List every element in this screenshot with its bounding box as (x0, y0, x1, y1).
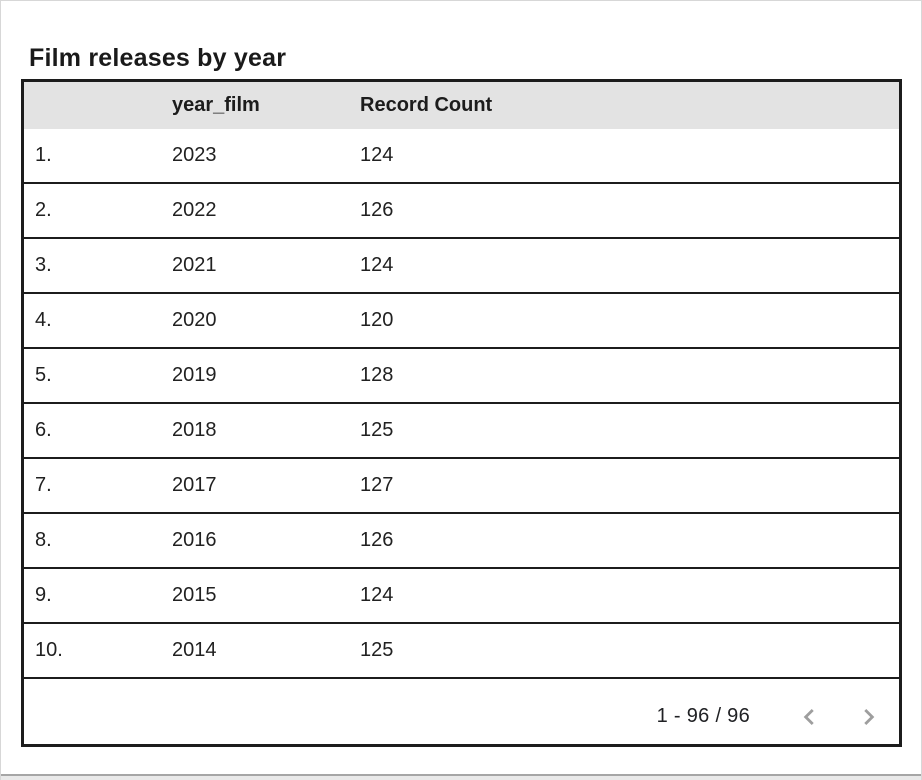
header-cell-year-film[interactable]: year_film (172, 94, 260, 116)
table-row: 6. 2018 125 (24, 404, 899, 459)
cell-record-count: 124 (360, 254, 394, 276)
table-row: 2. 2022 126 (24, 184, 899, 239)
table-row: 10. 2014 125 (24, 624, 899, 679)
table-row: 9. 2015 124 (24, 569, 899, 624)
table-row: 7. 2017 127 (24, 459, 899, 514)
cell-year-film: 2014 (172, 639, 217, 661)
cell-record-count: 125 (360, 419, 394, 441)
cell-record-count: 128 (360, 364, 394, 386)
cell-row-index: 9. (35, 584, 52, 606)
cell-row-index: 3. (35, 254, 52, 276)
table-row: 8. 2016 126 (24, 514, 899, 569)
header-cell-record-count[interactable]: Record Count (360, 94, 493, 116)
cell-record-count: 125 (360, 639, 394, 661)
prev-page-button[interactable] (790, 697, 830, 737)
table-row: 3. 2021 124 (24, 239, 899, 294)
bottom-strip (1, 774, 921, 780)
cell-year-film: 2020 (172, 309, 217, 331)
cell-row-index: 2. (35, 199, 52, 221)
cell-record-count: 126 (360, 199, 394, 221)
table-body: 1. 2023 124 2. 2022 126 3. 2021 124 4. 2… (24, 129, 899, 679)
cell-year-film: 2015 (172, 584, 217, 606)
next-page-button[interactable] (848, 697, 888, 737)
cell-record-count: 124 (360, 584, 394, 606)
cell-row-index: 1. (35, 144, 52, 166)
cell-row-index: 10. (35, 639, 63, 661)
chevron-right-icon (855, 704, 881, 730)
table-row: 1. 2023 124 (24, 129, 899, 184)
page-title: Film releases by year (29, 43, 287, 72)
cell-row-index: 7. (35, 474, 52, 496)
cell-year-film: 2019 (172, 364, 217, 386)
cell-year-film: 2018 (172, 419, 217, 441)
cell-row-index: 6. (35, 419, 52, 441)
cell-row-index: 8. (35, 529, 52, 551)
cell-year-film: 2021 (172, 254, 217, 276)
table-footer: 1 - 96 / 96 (24, 679, 899, 744)
cell-record-count: 126 (360, 529, 394, 551)
cell-row-index: 5. (35, 364, 52, 386)
cell-year-film: 2017 (172, 474, 217, 496)
table-header: year_film Record Count (24, 82, 899, 129)
table-row: 4. 2020 120 (24, 294, 899, 349)
cell-record-count: 120 (360, 309, 394, 331)
cell-row-index: 4. (35, 309, 52, 331)
cell-year-film: 2022 (172, 199, 217, 221)
cell-year-film: 2016 (172, 529, 217, 551)
chevron-left-icon (797, 704, 823, 730)
cell-year-film: 2023 (172, 144, 217, 166)
data-table: year_film Record Count 1. 2023 124 2. 20… (21, 79, 902, 747)
table-row: 5. 2019 128 (24, 349, 899, 404)
cell-record-count: 124 (360, 144, 394, 166)
page-range-label: 1 - 96 / 96 (656, 705, 750, 727)
cell-record-count: 127 (360, 474, 394, 496)
